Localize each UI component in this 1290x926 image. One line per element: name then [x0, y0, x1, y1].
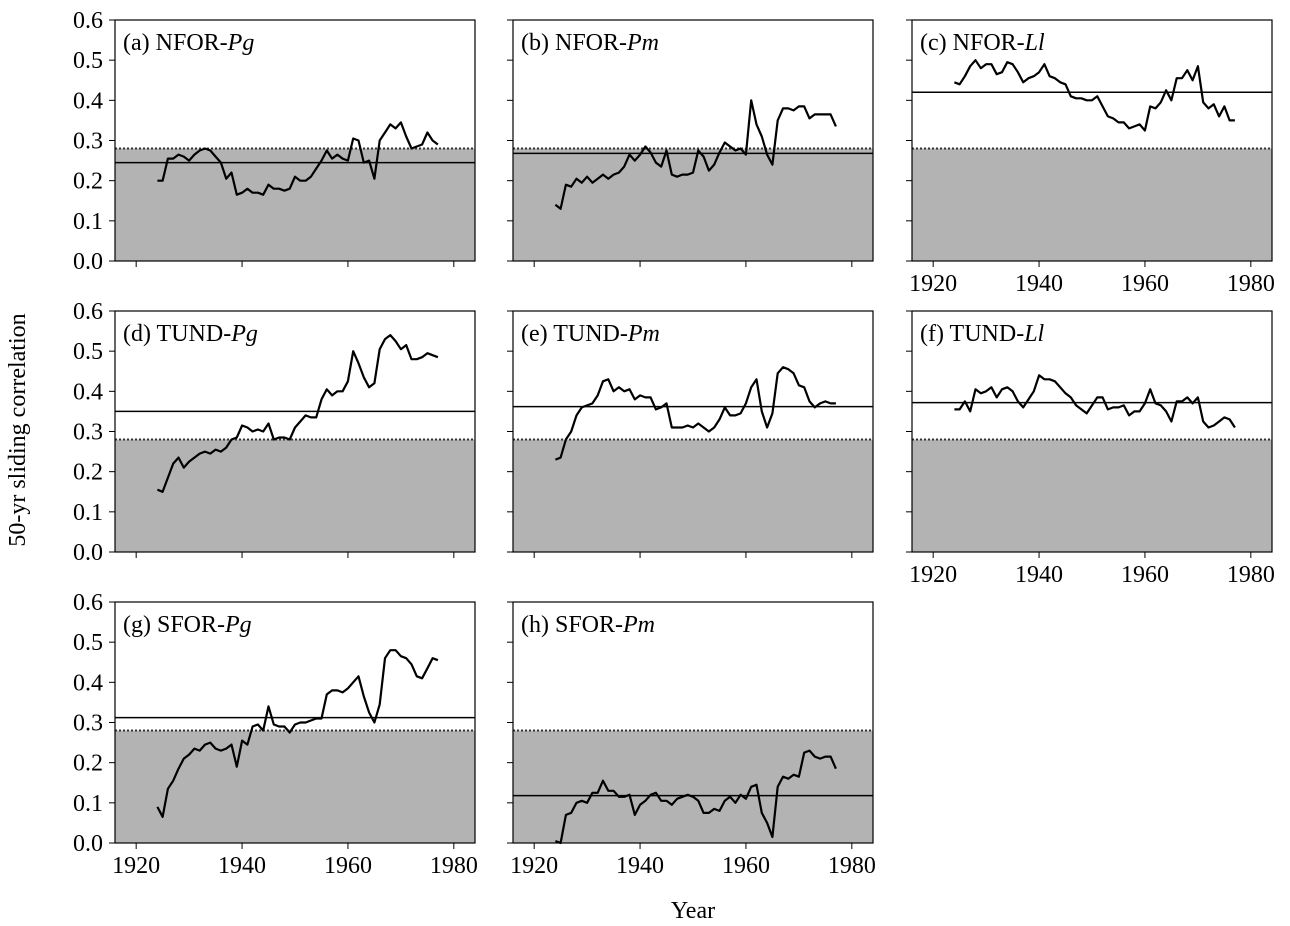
x-tick-label: 1940	[218, 853, 266, 879]
non-significant-area	[513, 148, 873, 261]
x-tick-label: 1920	[909, 562, 957, 588]
y-tick-label: 0.3	[73, 420, 103, 446]
non-significant-area	[115, 730, 475, 843]
panel-title: (a) NFOR-Pg	[123, 30, 254, 56]
panel-title-species: Pg	[227, 30, 255, 56]
y-tick-label: 0.2	[73, 751, 103, 777]
panel-title-text: (b) NFOR-	[521, 30, 627, 56]
x-tick-label: 1940	[616, 853, 664, 879]
panel-title-species: Ll	[1023, 321, 1044, 347]
x-tick-label: 1980	[828, 853, 876, 879]
y-tick-label: 0.4	[73, 670, 103, 696]
data-line	[156, 334, 439, 493]
non-significant-area	[912, 439, 1272, 552]
x-tick-label: 1920	[909, 271, 957, 297]
data-line	[954, 59, 1235, 132]
panel-title-species: Pm	[622, 612, 655, 638]
x-tick-label: 1960	[1121, 562, 1169, 588]
panel-title-text: (h) SFOR-	[521, 612, 623, 638]
y-tick-label: 0.1	[73, 791, 103, 817]
non-significant-area	[115, 148, 475, 261]
data-line	[555, 749, 837, 845]
panel-title-text: (d) TUND-	[123, 321, 231, 347]
panel-title-text: (e) TUND-	[521, 321, 628, 347]
y-tick-label: 0.4	[73, 379, 103, 405]
x-tick-label: 1980	[1227, 271, 1275, 297]
panel-title-text: (f) TUND-	[920, 321, 1024, 347]
y-tick-label: 0.6	[73, 590, 103, 616]
panel-title-species: Pm	[626, 30, 659, 56]
non-significant-area	[912, 148, 1272, 261]
y-tick-label: 0.0	[73, 540, 103, 566]
x-tick-label: 1960	[324, 853, 372, 879]
x-tick-label: 1920	[510, 853, 558, 879]
panel-title-text: (a) NFOR-	[123, 30, 228, 56]
data-line	[954, 374, 1236, 429]
y-tick-label: 0.2	[73, 169, 103, 195]
y-tick-label: 0.3	[73, 129, 103, 155]
panel-title: (h) SFOR-Pm	[521, 612, 655, 638]
x-tick-label: 1960	[1121, 271, 1169, 297]
x-tick-label: 1920	[112, 853, 160, 879]
y-tick-label: 0.1	[73, 500, 103, 526]
panel-title: (d) TUND-Pg	[123, 321, 258, 347]
panel-title-text: (g) SFOR-	[123, 612, 225, 638]
panel-title: (f) TUND-Ll	[920, 321, 1045, 347]
y-tick-label: 0.6	[73, 299, 103, 325]
x-tick-label: 1940	[1015, 271, 1063, 297]
y-tick-label: 0.2	[73, 460, 103, 486]
y-tick-label: 0.3	[73, 711, 103, 737]
panel-title-species: Ll	[1024, 30, 1045, 56]
y-tick-label: 0.6	[73, 8, 103, 34]
panel-title-species: Pm	[627, 321, 660, 347]
non-significant-area	[513, 439, 873, 552]
x-tick-label: 1980	[430, 853, 478, 879]
panel-title: (g) SFOR-Pg	[123, 612, 252, 638]
y-tick-label: 0.5	[73, 630, 103, 656]
y-tick-label: 0.5	[73, 339, 103, 365]
panel-title-species: Pg	[224, 612, 252, 638]
y-tick-label: 0.4	[73, 88, 103, 114]
data-line	[555, 366, 836, 461]
x-axis-label: Year	[671, 898, 715, 924]
x-tick-label: 1940	[1015, 562, 1063, 588]
non-significant-area	[115, 439, 475, 552]
data-line	[156, 649, 439, 818]
panel-title: (c) NFOR-Ll	[920, 30, 1045, 56]
y-tick-label: 0.0	[73, 249, 103, 275]
panel-title: (e) TUND-Pm	[521, 321, 660, 347]
y-tick-label: 0.5	[73, 48, 103, 74]
x-tick-label: 1980	[1227, 562, 1275, 588]
y-axis-label: 50-yr sliding correlation	[5, 313, 31, 546]
non-significant-area	[513, 730, 873, 843]
panel-title-text: (c) NFOR-	[920, 30, 1025, 56]
panel-title: (b) NFOR-Pm	[521, 30, 659, 56]
data-line	[554, 99, 837, 210]
data-line	[157, 121, 439, 196]
y-tick-label: 0.0	[73, 831, 103, 857]
y-tick-label: 0.1	[73, 209, 103, 235]
x-tick-label: 1960	[722, 853, 770, 879]
panel-title-species: Pg	[230, 321, 258, 347]
